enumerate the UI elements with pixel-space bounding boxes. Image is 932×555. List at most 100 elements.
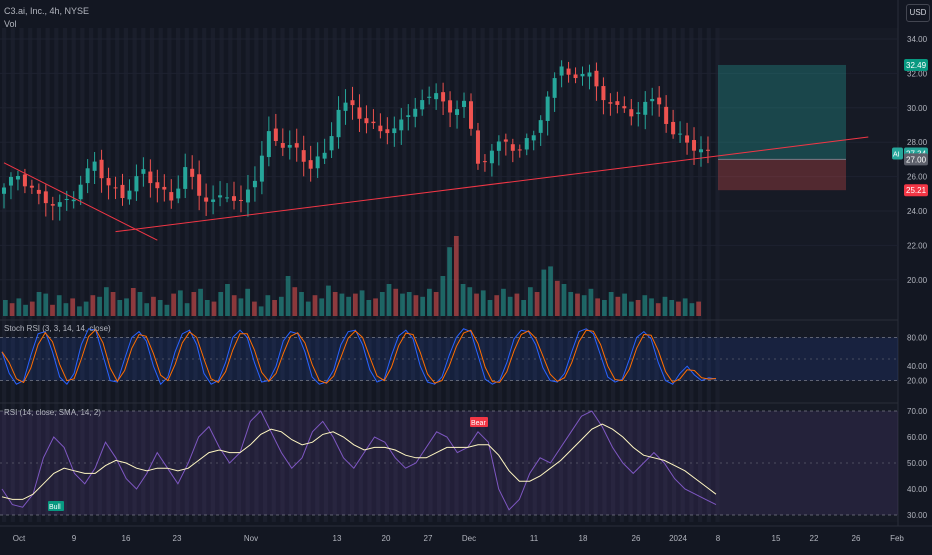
candle-body (468, 101, 473, 129)
candle-body (57, 202, 62, 207)
session-stripe (297, 28, 302, 522)
volume-bar (43, 293, 49, 316)
candle-body (218, 195, 223, 198)
candle-body (622, 106, 627, 109)
volume-bar (312, 295, 318, 316)
session-stripe (576, 28, 581, 522)
volume-bar (696, 301, 701, 316)
session-stripe (663, 28, 668, 522)
session-stripe (263, 28, 268, 522)
price-label-tag (904, 184, 928, 197)
candle-body (197, 174, 202, 196)
time-tick-label: Nov (244, 534, 258, 543)
session-stripe (45, 28, 50, 522)
volume-bar (339, 293, 345, 316)
session-stripe (341, 28, 346, 522)
candle-body (441, 92, 446, 102)
volume-bar (581, 295, 587, 316)
volume-bar (346, 296, 351, 316)
rsi-band-fill (0, 411, 898, 515)
volume-bar (231, 295, 237, 316)
candle-body (657, 97, 662, 105)
rsi-tick-label: 30.00 (907, 511, 928, 520)
price-tick-label: 22.00 (907, 241, 928, 250)
volume-bar (117, 300, 123, 316)
session-stripe (628, 28, 633, 522)
volume-bar (36, 292, 42, 316)
volume-bar (561, 284, 567, 316)
candle-body (615, 101, 620, 105)
session-stripe (315, 28, 320, 522)
price-tick-label: 32.00 (907, 69, 928, 78)
volume-bar (427, 288, 432, 316)
volume-bar (386, 284, 392, 316)
candle-body (301, 150, 306, 162)
volume-bar (110, 292, 116, 316)
candle-body (22, 174, 27, 187)
volume-bar (258, 306, 264, 316)
candle-body (183, 167, 188, 189)
volume-bar (265, 295, 271, 316)
session-stripe (289, 28, 294, 522)
currency-button[interactable]: USD (906, 4, 930, 22)
candle-body (343, 102, 348, 111)
candle-body (496, 141, 501, 151)
volume-bar (272, 300, 277, 316)
session-stripe (89, 28, 94, 522)
volume-bar (554, 280, 560, 316)
session-stripe (280, 28, 285, 522)
volume-bar (211, 301, 217, 316)
candle-body (155, 182, 160, 189)
volume-bar (669, 300, 675, 316)
session-stripe (36, 28, 41, 522)
time-tick-label: 26 (632, 534, 641, 543)
session-stripe (367, 28, 372, 522)
position-target-zone (718, 64, 846, 160)
candle-body (692, 140, 697, 151)
volume-bar (164, 304, 170, 316)
candle-body (399, 119, 404, 131)
symbol-title: C3.ai, Inc., 4h, NYSE (4, 6, 90, 16)
volume-bar (676, 301, 681, 316)
candle-body (259, 155, 264, 182)
session-stripe (141, 28, 146, 522)
candle-body (322, 152, 327, 159)
session-stripe (419, 28, 424, 522)
session-stripe (19, 28, 24, 522)
candle-body (106, 178, 111, 186)
volume-bar (157, 300, 163, 316)
price-tick-label: 30.00 (907, 104, 928, 113)
candle-body (489, 150, 494, 164)
session-stripe (593, 28, 598, 522)
volume-bar (608, 292, 614, 316)
rsi-sma-line (1, 423, 717, 500)
volume-bar (373, 298, 378, 316)
session-stripe (115, 28, 120, 522)
candle-body (29, 185, 34, 188)
time-tick-label: 23 (173, 534, 182, 543)
candle-body (308, 160, 313, 169)
candle-body (552, 78, 557, 98)
time-tick-label: 2024 (669, 534, 687, 543)
candle-body (664, 106, 669, 124)
session-stripe (71, 28, 76, 522)
session-stripe (471, 28, 476, 522)
volume-bar (615, 296, 621, 316)
session-stripe (602, 28, 607, 522)
candle-body (671, 121, 676, 135)
volume-bar (252, 301, 257, 316)
volume-bar (83, 301, 89, 316)
rsi-tick-label: 70.00 (907, 407, 928, 416)
price-tick-label: 28.00 (907, 138, 928, 147)
session-stripe (254, 28, 259, 522)
volume-bar (467, 287, 473, 316)
volume-bar (655, 303, 661, 316)
session-stripe (176, 28, 181, 522)
candle-body (601, 86, 606, 101)
volume-bar (204, 300, 210, 316)
candle-body (434, 93, 439, 100)
session-stripe (584, 28, 590, 522)
candle-body (378, 125, 383, 132)
